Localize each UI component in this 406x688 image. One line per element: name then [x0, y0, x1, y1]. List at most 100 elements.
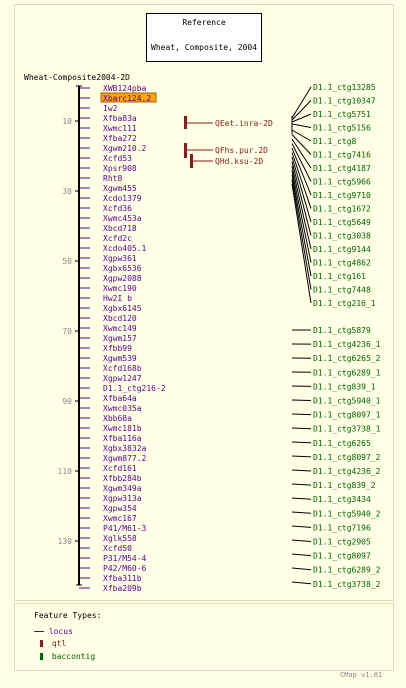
qtl-bar[interactable] [190, 154, 193, 168]
feature-label[interactable]: P41/M61-3 [103, 524, 147, 533]
contig-connector [291, 455, 312, 458]
feature-label[interactable]: Xgwm539 [103, 354, 137, 363]
qtl-label[interactable]: QFhs.pur.2D [215, 146, 268, 155]
feature-label[interactable]: Xgpw1247 [103, 374, 142, 383]
feature-label[interactable]: Xcfd2c [103, 234, 132, 243]
feature-label[interactable]: Xgwm877.2 [103, 454, 147, 463]
feature-label[interactable]: Xcfd168b [103, 364, 142, 373]
contig-label[interactable]: D1.1_ctg6265_2 [313, 354, 381, 363]
feature-label[interactable]: Xgpw354 [103, 504, 137, 513]
contig-label[interactable]: D1.1_ctg5649 [313, 218, 371, 227]
feature-label[interactable]: Xbarc124.2 [103, 94, 151, 103]
feature-label[interactable]: XWB124pba [103, 84, 147, 93]
feature-label[interactable]: P42/M60-6 [103, 564, 147, 573]
feature-label[interactable]: Xcfd161 [103, 464, 137, 473]
contig-label[interactable]: D1.1_ctg9710 [313, 191, 371, 200]
contig-anchor [296, 344, 302, 350]
feature-label[interactable]: Xcfd53 [103, 154, 132, 163]
feature-label[interactable]: Xgbx3832a [103, 444, 147, 453]
contig-label[interactable]: D1.1_ctg6289_2 [313, 566, 381, 575]
contig-label[interactable]: D1.1_ctg3738_2 [313, 580, 381, 589]
contig-label[interactable]: D1.1_ctg5940_1 [313, 397, 381, 406]
contig-label[interactable]: D1.1_ctg4862 [313, 259, 371, 268]
qtl-label[interactable]: QHd.ksu-2D [215, 157, 263, 166]
contig-label[interactable]: D1.1_ctg5940_2 [313, 509, 381, 518]
feature-label[interactable]: Xwmc149 [103, 324, 137, 333]
contig-label[interactable]: D1.1_ctg6265 [313, 439, 371, 448]
contig-label[interactable]: D1.1_ctg7416 [313, 151, 371, 160]
contig-label[interactable]: D1.1_ctg13285 [313, 83, 376, 92]
contig-label[interactable]: D1.1_ctg3434 [313, 495, 371, 504]
contig-label[interactable]: D1.1_ctg3738_1 [313, 425, 381, 434]
feature-label[interactable]: Xfba64a [103, 394, 137, 403]
feature-label[interactable]: Xgwm210.2 [103, 144, 147, 153]
feature-label[interactable]: P31/M54-4 [103, 554, 147, 563]
contig-label[interactable]: D1.1_ctg8 [313, 137, 357, 146]
feature-label[interactable]: Xbb68a [103, 414, 132, 423]
feature-label[interactable]: Hw2I b [103, 294, 132, 303]
contig-connector [291, 129, 312, 142]
feature-label[interactable]: Xwmc181b [103, 424, 142, 433]
map-name[interactable]: Wheat-Composite2004-2D [24, 73, 130, 82]
feature-label[interactable]: Xgbx6145 [103, 304, 142, 313]
contig-label[interactable]: D1.1_ctg4236_2 [313, 467, 381, 476]
contig-connector [291, 123, 312, 128]
feature-label[interactable]: Xwmc453a [103, 214, 142, 223]
feature-label[interactable]: Xgpw2088 [103, 274, 142, 283]
feature-label[interactable]: Xpsr908 [103, 164, 137, 173]
feature-label[interactable]: Xwmc035a [103, 404, 142, 413]
contig-label[interactable]: D1.1_ctg6289_1 [313, 368, 381, 377]
qtl-label[interactable]: QEet.inra-2D [215, 119, 273, 128]
feature-label[interactable]: D1.1_ctg216-2 [103, 384, 166, 393]
contig-label[interactable]: D1.1_ctg5879 [313, 326, 371, 335]
contig-label[interactable]: D1.1_ctg1672 [313, 205, 371, 214]
contig-label[interactable]: D1.1_ctg10347 [313, 97, 376, 106]
feature-label[interactable]: Iw2 [103, 104, 118, 113]
contig-label[interactable]: D1.1_ctg3038 [313, 232, 371, 241]
contig-label[interactable]: D1.1_ctg4187 [313, 164, 371, 173]
feature-label[interactable]: Xwmc167 [103, 514, 137, 523]
contig-label[interactable]: D1.1_ctg216_1 [313, 299, 376, 308]
feature-label[interactable]: Xgpw361 [103, 254, 137, 263]
feature-label[interactable]: Rht8 [103, 174, 122, 183]
feature-label[interactable]: Xfbb284b [103, 474, 142, 483]
qtl-bar[interactable] [184, 116, 187, 129]
feature-label[interactable]: Xgwm349a [103, 484, 142, 493]
contig-label[interactable]: D1.1_ctg5156 [313, 124, 371, 133]
feature-label[interactable]: Xgwm157 [103, 334, 137, 343]
contig-label[interactable]: D1.1_ctg2905 [313, 538, 371, 547]
contig-label[interactable]: D1.1_ctg5966 [313, 178, 371, 187]
feature-label[interactable]: Xcdo405.1 [103, 244, 147, 253]
contig-label[interactable]: D1.1_ctg7448 [313, 286, 371, 295]
qtl-bar[interactable] [184, 143, 187, 158]
feature-label[interactable]: Xgpw313a [103, 494, 142, 503]
feature-label[interactable]: Xbcd718 [103, 224, 137, 233]
contig-label[interactable]: D1.1_ctg8097_1 [313, 411, 381, 420]
feature-label[interactable]: Xbcd120 [103, 314, 137, 323]
contig-label[interactable]: D1.1_ctg161 [313, 272, 366, 281]
feature-label[interactable]: Xwmc190 [103, 284, 137, 293]
feature-label[interactable]: Xgbx6536 [103, 264, 142, 273]
feature-label[interactable]: Xfba311b [103, 574, 142, 583]
feature-label[interactable]: Xfba272 [103, 134, 137, 143]
feature-label[interactable]: Xglk558 [103, 534, 137, 543]
feature-label[interactable]: Xcdo1379 [103, 194, 142, 203]
feature-label[interactable]: Xwmc111 [103, 124, 137, 133]
contig-label[interactable]: D1.1_ctg9144 [313, 245, 371, 254]
feature-label[interactable]: Xgwm455 [103, 184, 137, 193]
feature-label[interactable]: Xfba116a [103, 434, 142, 443]
feature-label[interactable]: Xfba83a [103, 114, 137, 123]
contig-label[interactable]: D1.1_ctg839_2 [313, 481, 376, 490]
contig-label[interactable]: D1.1_ctg5751 [313, 110, 371, 119]
contig-anchor [296, 485, 302, 491]
contig-label[interactable]: D1.1_ctg8097 [313, 552, 371, 561]
contig-anchor [296, 372, 302, 378]
contig-label[interactable]: D1.1_ctg4236_1 [313, 340, 381, 349]
feature-label[interactable]: Xfbb99 [103, 344, 132, 353]
feature-label[interactable]: Xfba209b [103, 584, 142, 593]
feature-label[interactable]: Xcfd50 [103, 544, 132, 553]
contig-label[interactable]: D1.1_ctg7196 [313, 523, 371, 532]
contig-label[interactable]: D1.1_ctg8097_2 [313, 453, 381, 462]
contig-label[interactable]: D1.1_ctg839_1 [313, 382, 376, 391]
feature-label[interactable]: Xcfd36 [103, 204, 132, 213]
